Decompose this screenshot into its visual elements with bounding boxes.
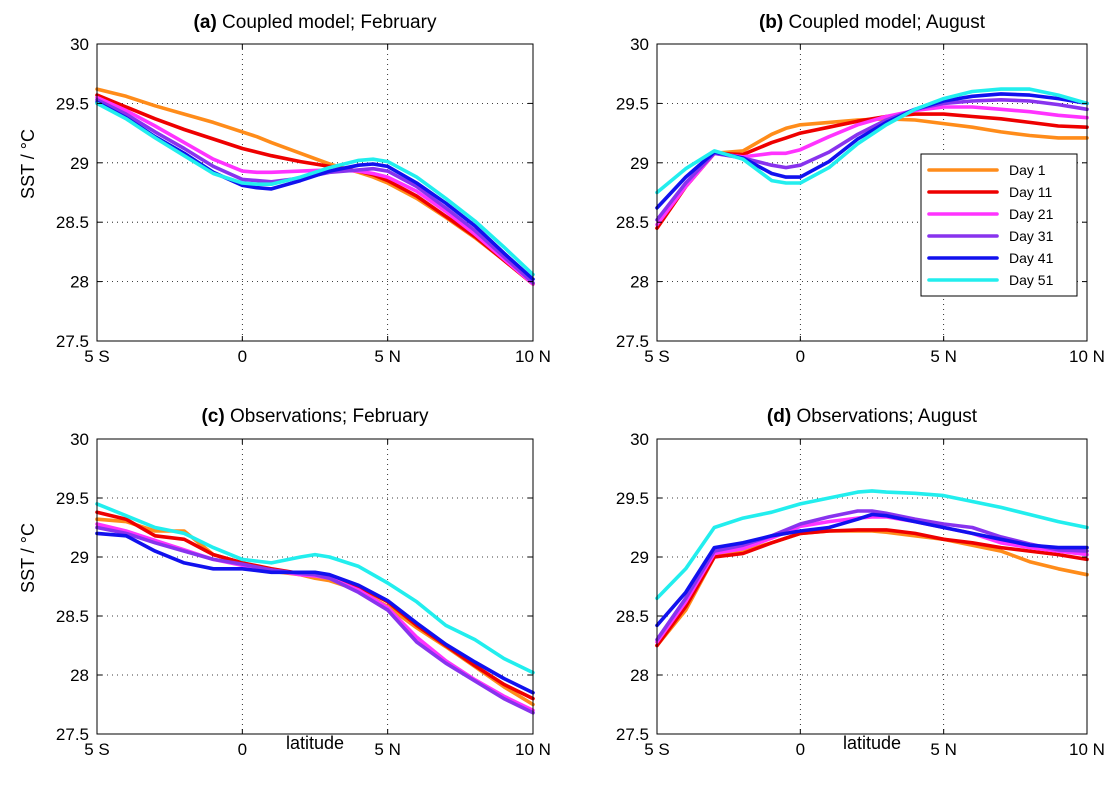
- panel-b-legend-label-day-31: Day 31: [1009, 228, 1054, 244]
- panel-a-xtick-label-3: 10 N: [515, 347, 551, 366]
- panel-b-ytick-label-5: 30: [630, 35, 649, 54]
- panel-a-axes-frame: [96, 43, 534, 342]
- panel-c-ytick-label-0: 27.5: [56, 725, 89, 744]
- panel-c-axes-frame: [96, 438, 534, 735]
- panel-a-plot-area: [97, 44, 533, 341]
- panel-d-ytick-label-5: 30: [630, 430, 649, 449]
- panel-a-xtick-label-2: 5 N: [374, 347, 400, 366]
- panel-c-ylabel: SST / °C: [18, 523, 38, 593]
- panel-a-xtick-label-0: 5 S: [84, 347, 110, 366]
- panel-c-plot-area: [97, 439, 533, 734]
- panel-d-xtick-label-2: 5 N: [930, 740, 956, 759]
- panel-c-ytick-label-2: 28.5: [56, 607, 89, 626]
- panel-b-legend-label-day-21: Day 21: [1009, 206, 1054, 222]
- panel-b-ytick-label-3: 29: [630, 154, 649, 173]
- panel-d-ytick-label-0: 27.5: [616, 725, 649, 744]
- panel-c-title: (c) Observations; February: [201, 406, 429, 427]
- panel-d-ytick-label-4: 29.5: [616, 489, 649, 508]
- panel-b-xtick-label-0: 5 S: [644, 347, 670, 366]
- panel-c: (c) Observations; February SST / °C lati…: [18, 406, 551, 759]
- panel-b-title-letter: (b): [759, 12, 783, 33]
- panel-d-series-day-41: [655, 512, 1089, 628]
- panel-c-series-day-31: [95, 525, 535, 715]
- panel-d-series-day-51: [655, 489, 1089, 601]
- panel-d-title-letter: (d): [767, 406, 791, 427]
- panel-d-ytick-label-1: 28: [630, 666, 649, 685]
- panel-a-title: (a) Coupled model; February: [194, 12, 437, 33]
- panel-d-title-text: Observations; August: [791, 406, 978, 427]
- panel-b-legend-label-day-1: Day 1: [1009, 162, 1046, 178]
- panel-a-ytick-label-5: 30: [70, 35, 89, 54]
- panel-d-ytick-label-2: 28.5: [616, 607, 649, 626]
- panel-d-series-day-11: [655, 528, 1089, 648]
- panel-b-legend-label-day-11: Day 11: [1009, 184, 1053, 200]
- panel-b-ytick-label-0: 27.5: [616, 332, 649, 351]
- panel-c-series-day-51: [95, 502, 535, 675]
- panel-d-xtick-label-1: 0: [796, 740, 805, 759]
- panel-b-legend: Day 1 Day 11 Day 21 Day 31 Day 41 Day 51: [920, 153, 1078, 297]
- panel-d-series-day-31: [655, 509, 1089, 642]
- panel-d-axes-frame: [656, 438, 1088, 735]
- panel-c-xtick-label-3: 10 N: [515, 740, 551, 759]
- panel-c-xtick-label-0: 5 S: [84, 740, 110, 759]
- panel-c-xtick-label-2: 5 N: [374, 740, 400, 759]
- panel-a-ylabel: SST / °C: [18, 129, 38, 199]
- panel-d: (d) Observations; August latitude 5 S 0 5 …: [616, 406, 1105, 759]
- panel-a-ytick-label-2: 28.5: [56, 213, 89, 232]
- panel-c-series-day-41: [95, 531, 535, 695]
- panel-a-ytick-label-1: 28: [70, 273, 89, 292]
- panel-c-title-letter: (c): [201, 406, 224, 427]
- panel-d-xtick-label-0: 5 S: [644, 740, 670, 759]
- panel-a-xtick-label-1: 0: [238, 347, 247, 366]
- panel-b-legend-label-day-51: Day 51: [1009, 272, 1054, 288]
- panel-d-series-day-21: [655, 515, 1089, 644]
- panel-d-xlabel: latitude: [843, 733, 901, 753]
- panel-a-title-letter: (a): [194, 12, 217, 33]
- panel-b-ytick-label-2: 28.5: [616, 213, 649, 232]
- panel-b-axes-frame: [656, 43, 1088, 342]
- panel-b: (b) Coupled model; August 5 S 0 5 N 10 N 27.…: [616, 12, 1105, 366]
- panel-a-series-day-51: [95, 101, 535, 277]
- panel-b-xtick-label-1: 0: [796, 347, 805, 366]
- panel-b-series-day-51: [655, 87, 1089, 195]
- panel-b-legend-label-day-41: Day 41: [1009, 250, 1054, 266]
- panel-a-ytick-label-3: 29: [70, 154, 89, 173]
- panel-a-series-day-11: [95, 93, 535, 286]
- panel-b-ytick-label-1: 28: [630, 273, 649, 292]
- panel-a: (a) Coupled model; February SST / °C 5 S…: [18, 12, 551, 366]
- panel-a-ytick-label-0: 27.5: [56, 332, 89, 351]
- panel-c-ytick-label-5: 30: [70, 430, 89, 449]
- panel-c-ytick-label-3: 29: [70, 548, 89, 567]
- panel-a-ytick-label-4: 29.5: [56, 94, 89, 113]
- panel-c-ytick-label-1: 28: [70, 666, 89, 685]
- panel-b-xtick-label-3: 10 N: [1069, 347, 1105, 366]
- panel-b-ytick-label-4: 29.5: [616, 94, 649, 113]
- panel-c-title-text: Observations; February: [225, 406, 429, 427]
- panel-d-plot-area: [657, 439, 1087, 734]
- panel-d-xtick-label-3: 10 N: [1069, 740, 1105, 759]
- panel-b-legend-box: [920, 153, 1078, 297]
- panel-b-title-text: Coupled model; August: [783, 12, 985, 33]
- panel-c-xlabel: latitude: [286, 733, 344, 753]
- panel-d-ytick-label-3: 29: [630, 548, 649, 567]
- panel-a-series-day-41: [95, 100, 535, 282]
- panel-a-title-text: Coupled model; February: [217, 12, 437, 33]
- panel-c-xtick-label-1: 0: [238, 740, 247, 759]
- panel-c-ytick-label-4: 29.5: [56, 489, 89, 508]
- panel-d-title: (d) Observations; August: [767, 406, 978, 427]
- panel-b-title: (b) Coupled model; August: [759, 12, 986, 33]
- panel-b-xtick-label-2: 5 N: [930, 347, 956, 366]
